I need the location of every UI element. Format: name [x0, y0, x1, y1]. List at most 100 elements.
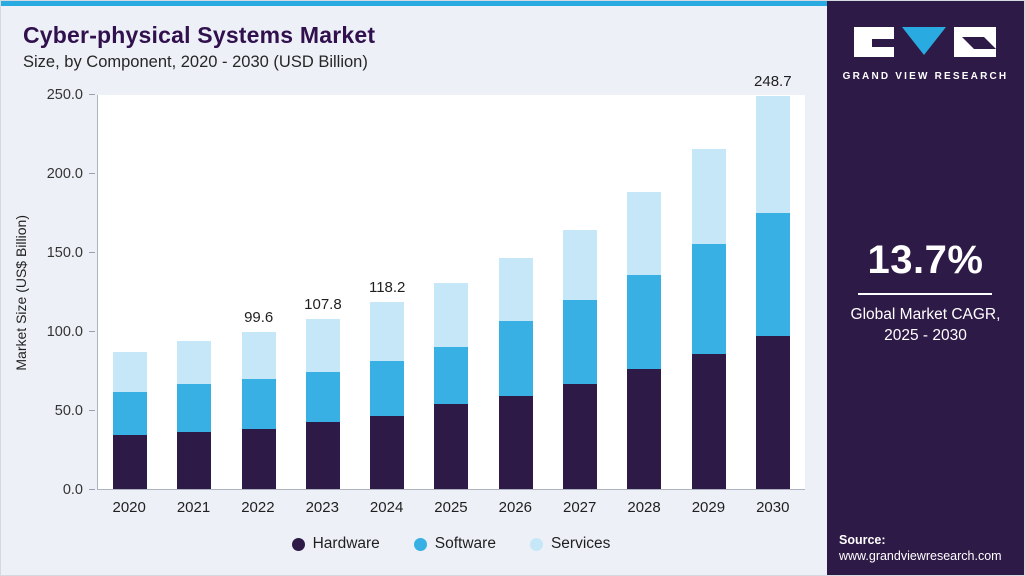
legend-item-services: Services	[529, 535, 611, 553]
bar-stack-2021	[177, 341, 212, 489]
cagr-stat: 13.7% Global Market CAGR, 2025 - 2030	[851, 238, 1001, 347]
bar-total-label-2024: 118.2	[368, 279, 406, 297]
bar-2020-software-segment	[113, 392, 148, 435]
bar-total-label-2023: 107.8	[304, 295, 342, 313]
bar-2029-hardware-segment	[691, 354, 726, 489]
bar-2021-services-segment	[177, 341, 212, 384]
y-tick-label: 200.0	[46, 166, 83, 182]
x-tick-label-2023: 2023	[305, 499, 339, 516]
bar-2022: 99.6	[227, 95, 291, 489]
x-tick-label-2022: 2022	[241, 499, 275, 516]
legend-swatch-software-icon	[413, 537, 427, 551]
bar-2030-hardware-segment	[755, 336, 790, 489]
gvr-logo: GRAND VIEW RESEARCH	[843, 25, 1009, 82]
bar-stack-2028	[627, 191, 662, 489]
plot-area: 99.6 107.8 118.2 248.7	[97, 73, 805, 490]
bar-2028-software-segment	[627, 274, 662, 370]
source-url-link[interactable]: www.grandviewresearch.com	[839, 549, 1002, 563]
x-tick-label-2030: 2030	[756, 499, 790, 516]
cagr-value: 13.7%	[867, 238, 984, 282]
x-axis: 2020 2021 2022 2023 2024 2025 2026 2027 2028 2029…	[97, 499, 805, 516]
bar-2027-services-segment	[562, 229, 597, 300]
legend-label-services: Services	[550, 535, 611, 552]
page-subtitle: Size, by Component, 2020 - 2030 (USD Bil…	[23, 53, 368, 71]
page-title: Cyber-physical Systems Market	[23, 22, 376, 48]
bar-total-label-2022: 99.6	[244, 308, 274, 326]
bar-2025-software-segment	[434, 346, 469, 404]
source-block: Source: www.grandviewresearch.com	[827, 533, 1002, 575]
x-tick-label-2026: 2026	[498, 499, 533, 516]
x-tick-label-2025: 2025	[434, 499, 468, 516]
bar-2021-software-segment	[177, 383, 212, 433]
bar-2030-services-segment	[755, 96, 790, 213]
bar-total-label-2030: 248.7	[754, 73, 792, 91]
bar-2027	[548, 95, 612, 489]
bar-2027-hardware-segment	[562, 383, 597, 489]
bar-2029-services-segment	[691, 149, 726, 244]
bar-2030-software-segment	[755, 212, 790, 337]
y-tick-mark	[89, 410, 95, 411]
bar-stack-2026	[498, 258, 533, 489]
x-tick-label-2029: 2029	[691, 499, 726, 516]
legend-swatch-hardware-icon	[291, 537, 305, 551]
bar-stack-2029	[691, 149, 726, 489]
legend-item-hardware: Hardware	[291, 535, 380, 553]
y-tick-label: 50.0	[54, 403, 83, 419]
chart-panel: Cyber-physical Systems Market Size, by C…	[1, 1, 827, 575]
bar-2021-hardware-segment	[177, 432, 212, 489]
cagr-caption-line2: 2025 - 2030	[884, 326, 967, 344]
bar-2021	[162, 95, 226, 489]
legend-swatch-services-icon	[529, 537, 543, 551]
bar-stack-2025	[434, 282, 469, 489]
logo-wordmark: GRAND VIEW RESEARCH	[842, 71, 1009, 82]
bar-2023: 107.8	[291, 95, 355, 489]
top-accent-bar	[1, 1, 827, 6]
y-tick-mark	[89, 94, 95, 95]
y-tick-label: 100.0	[46, 324, 83, 340]
bar-2020-services-segment	[113, 351, 148, 392]
bar-2022-services-segment	[241, 331, 276, 379]
bar-2029-software-segment	[691, 243, 726, 355]
bar-2024-hardware-segment	[370, 415, 405, 489]
cagr-caption-line1: Global Market CAGR,	[850, 306, 1001, 323]
x-tick-label-2020: 2020	[112, 499, 146, 516]
bar-stack-2024	[370, 302, 405, 489]
y-tick-mark	[89, 331, 95, 332]
bar-2023-hardware-segment	[305, 422, 340, 489]
bar-2020-hardware-segment	[113, 434, 148, 489]
bar-2026	[484, 95, 548, 489]
y-axis: 0.0 50.0 100.0 150.0 200.0 250.0	[35, 87, 95, 498]
legend-label-software: Software	[434, 535, 496, 552]
bar-2027-software-segment	[562, 299, 597, 384]
bar-2026-hardware-segment	[498, 395, 533, 489]
bar-stack-2030	[755, 96, 790, 489]
legend-label-hardware: Hardware	[312, 535, 380, 552]
x-tick-label-2028: 2028	[627, 499, 661, 516]
y-tick-label: 150.0	[46, 245, 83, 261]
x-tick-label-2021: 2021	[176, 499, 211, 516]
cagr-caption: Global Market CAGR, 2025 - 2030	[851, 305, 1001, 347]
legend: Hardware Software Services	[97, 535, 805, 553]
bar-2024: 118.2	[355, 95, 419, 489]
bar-2020	[98, 95, 162, 489]
bar-stack-2022	[241, 331, 276, 489]
bar-2030: 248.7	[741, 73, 805, 489]
bar-2028-services-segment	[627, 191, 662, 275]
bar-2023-software-segment	[305, 372, 340, 423]
bar-2026-services-segment	[498, 258, 533, 322]
bar-2025-services-segment	[434, 282, 469, 347]
y-tick-mark	[89, 173, 95, 174]
x-tick-label-2024: 2024	[369, 499, 404, 516]
source-label: Source:	[839, 533, 886, 547]
bar-2025	[419, 95, 483, 489]
bar-2022-software-segment	[241, 378, 276, 429]
bar-stack-2023	[305, 318, 340, 489]
bar-2028-hardware-segment	[627, 369, 662, 489]
y-tick-label: 0.0	[62, 482, 83, 498]
y-axis-title: Market Size (US$ Billion)	[13, 214, 29, 371]
bar-2022-hardware-segment	[241, 428, 276, 489]
bar-2024-software-segment	[370, 361, 405, 416]
bar-stack-2020	[113, 351, 148, 489]
y-tick-mark	[89, 252, 95, 253]
